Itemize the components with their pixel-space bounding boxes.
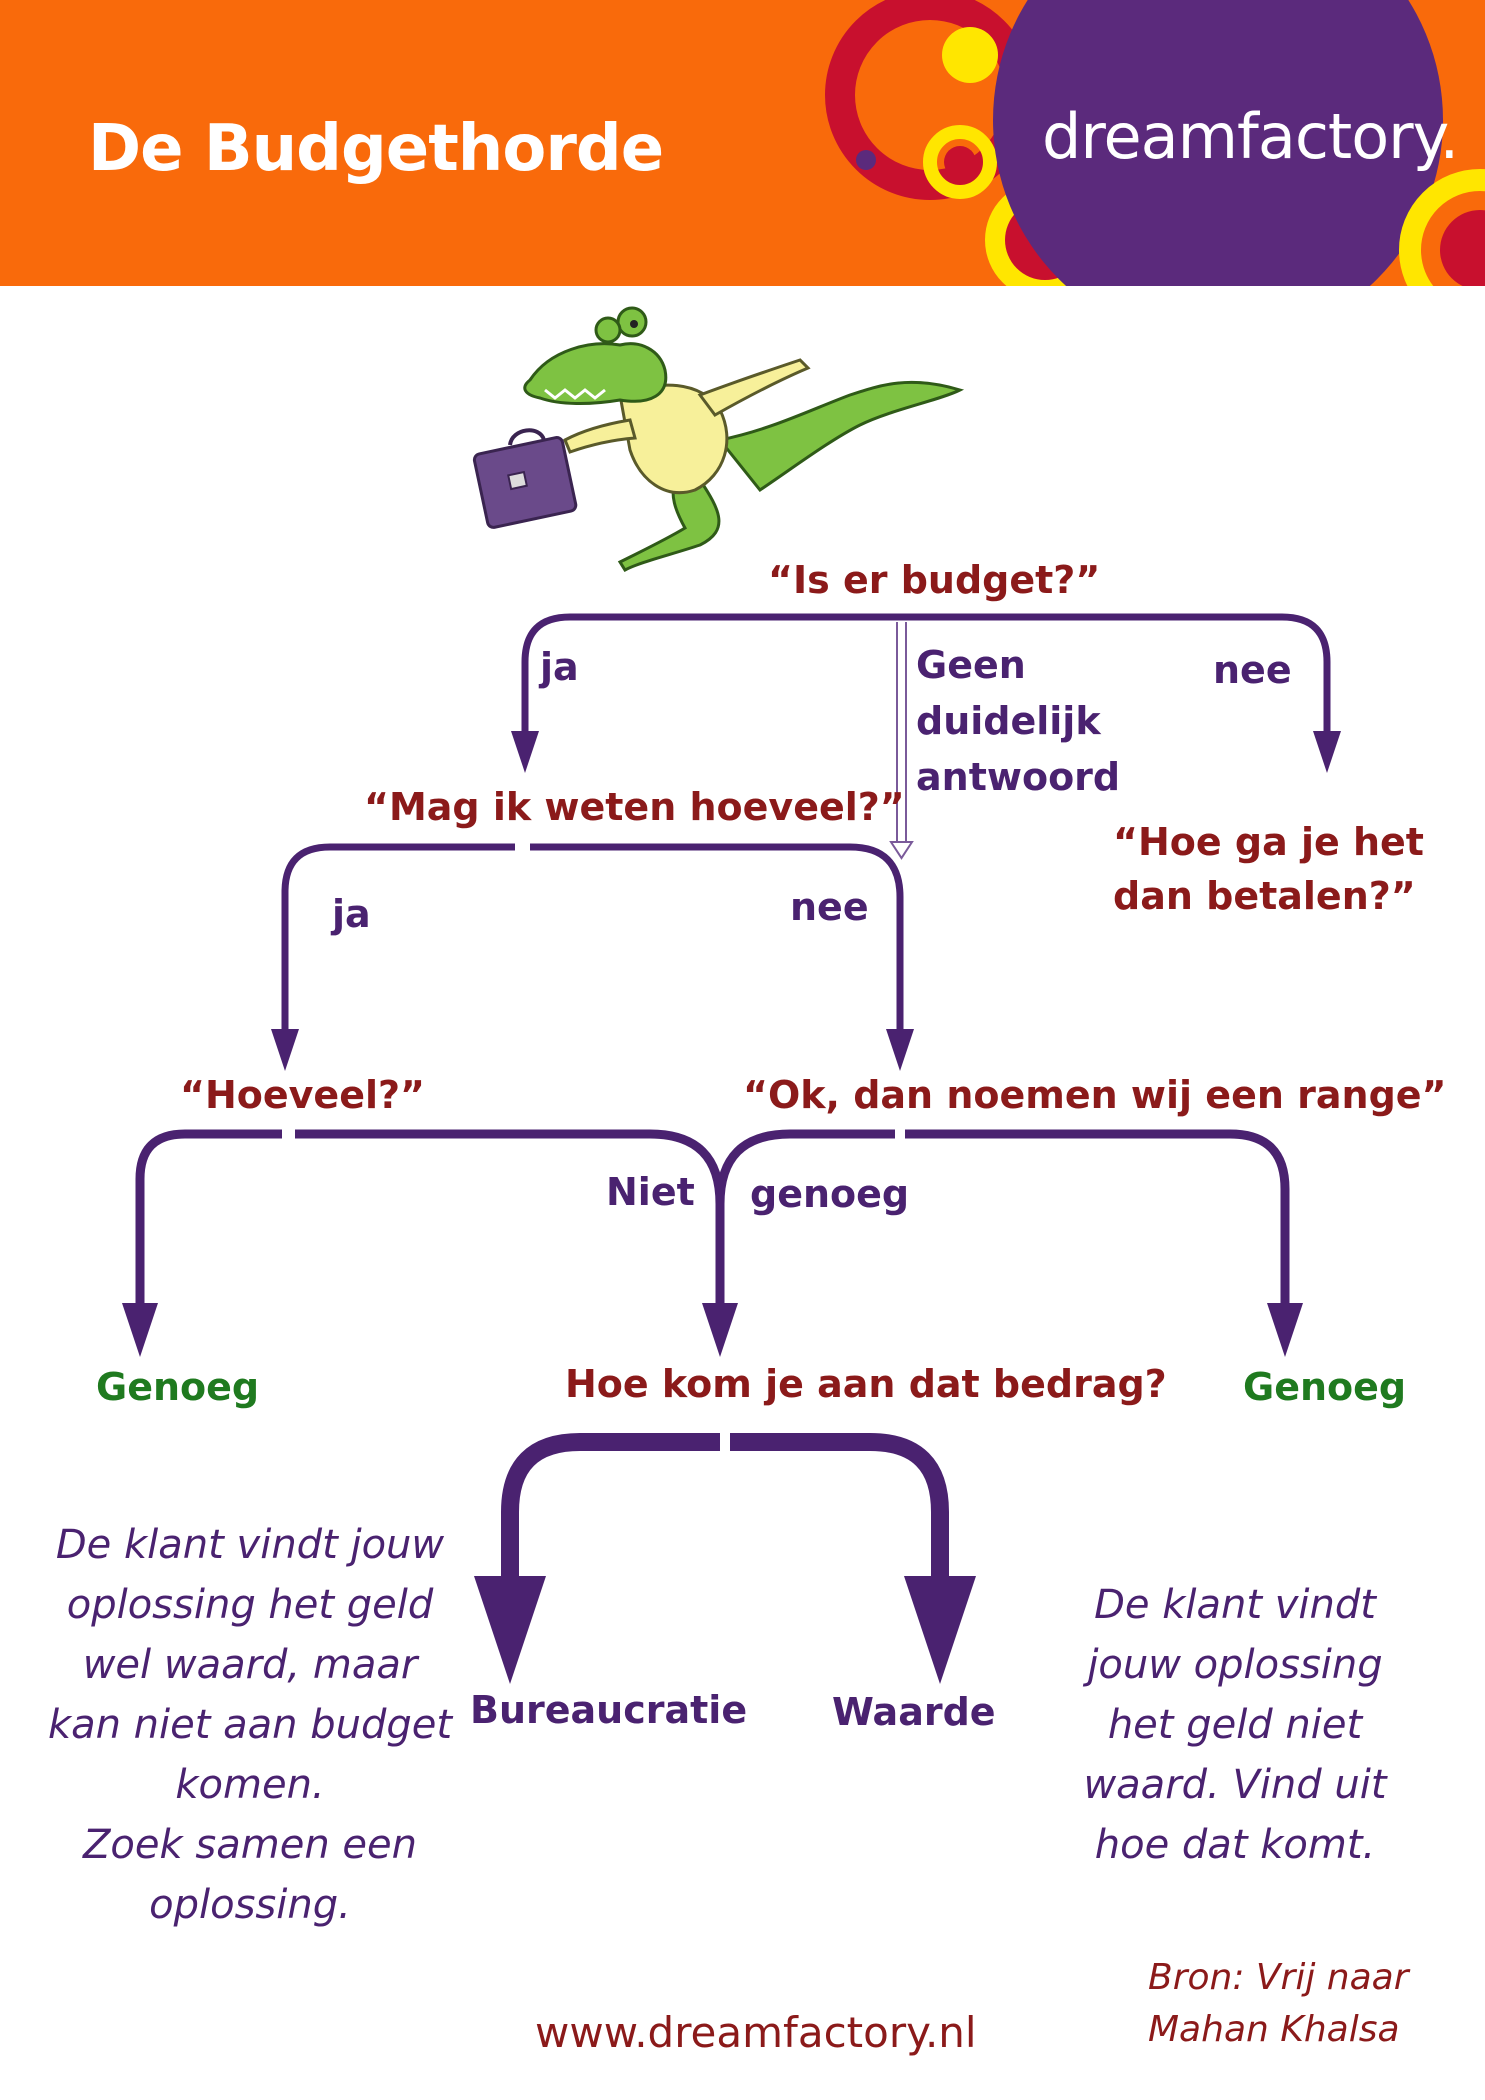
yellow-ring-right [1399,169,1485,286]
note-left-line: wel waard, maar [82,1642,418,1688]
arrow-q5-value [730,1433,976,1684]
note-left-line: kan niet aan budget [47,1702,453,1748]
label-q2-yes: ja [332,892,371,936]
question-is-er-budget: “Is er budget?” [768,558,1101,602]
header-banner: De Budgethorde dreamfactory. [0,0,1485,286]
arrow-q1-yes [511,613,898,773]
red-dot-right [1440,210,1485,286]
label-q1-unclear-1: Geen [916,643,1026,687]
note-right-line: hoe dat komt. [1094,1822,1376,1868]
dreamfactory-logo: dreamfactory. [1042,100,1459,173]
note-right-line: jouw oplossing [1087,1642,1383,1688]
arrow-q1-unclear [889,622,914,860]
crocodile-illustration [472,306,965,572]
purple-dot [856,150,876,170]
note-right-line: het geld niet [1107,1702,1363,1748]
arrow-q2-yes [271,843,515,1071]
question-hoeveel: “Hoeveel?” [180,1073,426,1117]
yellow-dot [942,27,998,83]
source-line: Mahan Khalsa [1148,2009,1400,2050]
question-hoe-ga-je-het-1: “Hoe ga je het [1113,820,1424,864]
arrow-q5-bureaucracy [474,1433,720,1684]
arrow-q3-enough [122,1129,282,1357]
question-hoe-ga-je-het-2: dan betalen?” [1113,874,1416,918]
label-genoeg-purple: genoeg [750,1172,910,1216]
question-range: “Ok, dan noemen wij een range” [743,1073,1447,1117]
note-left-line: Zoek samen een [83,1822,417,1868]
label-q1-yes: ja [540,645,579,689]
option-bureaucratie: Bureaucratie [470,1688,748,1732]
note-left-line: oplossing het geld [66,1582,434,1628]
label-q1-no: nee [1213,648,1292,692]
label-q1-unclear-3: antwoord [916,755,1121,799]
source-line: Bron: Vrij naar [1148,1957,1409,1998]
note-left-line: komen. [175,1762,325,1808]
note-right-line: waard. Vind uit [1083,1762,1387,1808]
question-mag-ik-weten-hoeveel: “Mag ik weten hoeveel?” [364,785,905,829]
label-q2-no: nee [790,885,869,929]
note-left-line: oplossing. [149,1882,351,1928]
note-left: De klant vindt jouw oplossing het geld w… [30,1515,470,1935]
decorative-circles [825,0,1485,286]
label-q1-unclear-2: duidelijk [916,699,1101,743]
result-genoeg-left: Genoeg [96,1365,260,1409]
result-genoeg-right: Genoeg [1243,1365,1407,1409]
yellow-ring-small [923,125,997,199]
question-hoe-kom-je-aan-dat-bedrag: Hoe kom je aan dat bedrag? [565,1362,1167,1406]
arrow-q1-no [898,613,1341,773]
arrow-q3-not-enough [295,1129,738,1357]
arrow-q2-no [530,843,914,1071]
page-title: De Budgethorde [88,112,664,186]
note-right-line: De klant vindt [1094,1582,1376,1628]
note-right: De klant vindt jouw oplossing het geld n… [1040,1575,1430,1875]
source-credit: Bron: Vrij naar Mahan Khalsa [1148,1952,1409,2056]
website-link[interactable]: www.dreamfactory.nl [535,2008,977,2057]
arrow-q4-enough [905,1129,1303,1357]
label-niet: Niet [606,1170,695,1214]
arrow-q4-not-enough [715,1129,895,1205]
purple-logo-circle [993,0,1443,286]
red-dot [944,146,976,178]
note-left-line: De klant vindt jouw [55,1522,445,1568]
option-waarde: Waarde [832,1690,996,1734]
